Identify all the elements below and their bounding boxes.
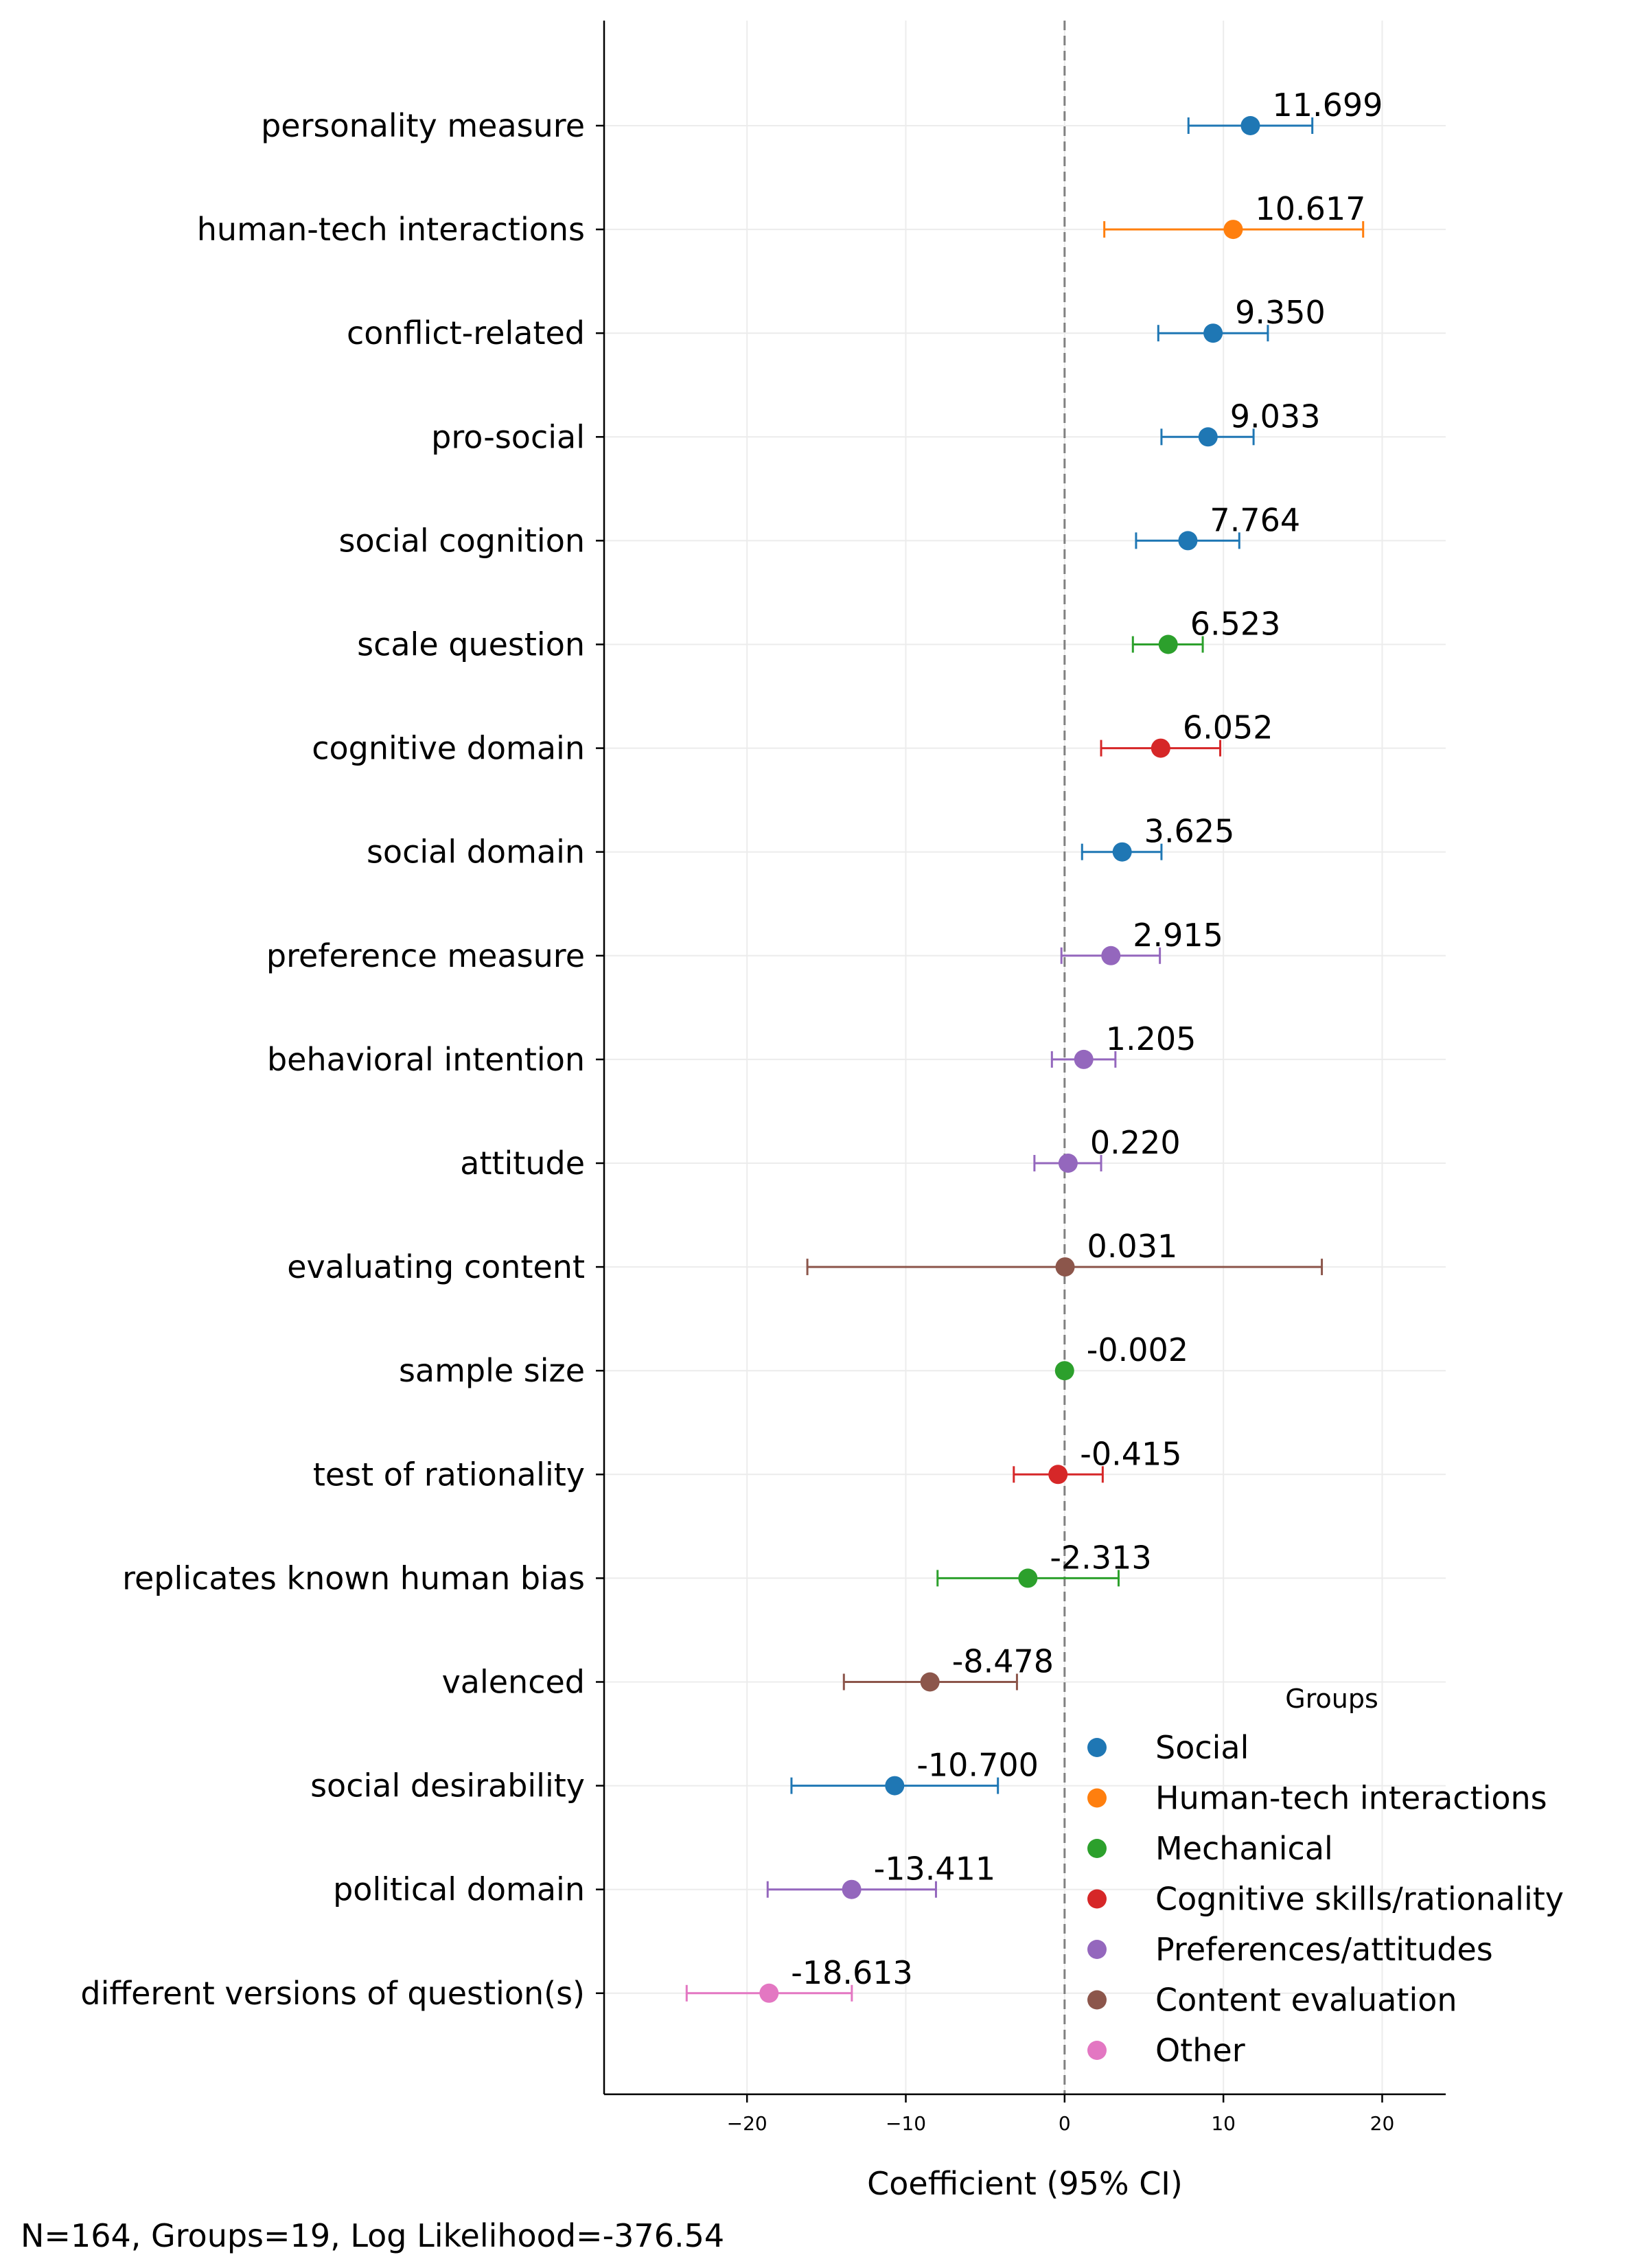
axes: −20 −10 0 10 20 personality measure human-tech… — [80, 21, 1446, 2135]
category-label: pro-social — [431, 418, 585, 455]
coefficient-point — [1223, 220, 1243, 240]
value-label: 6.052 — [1183, 709, 1273, 746]
legend-item-label: Cognitive skills/rationality — [1155, 1881, 1564, 1918]
value-label: 7.764 — [1210, 501, 1300, 538]
x-axis-title: Coefficient (95% CI) — [867, 2165, 1183, 2202]
value-label: -10.700 — [916, 1747, 1039, 1784]
coefficient-point — [1055, 1257, 1075, 1277]
value-label: -2.313 — [1050, 1539, 1151, 1576]
category-label: scale question — [357, 626, 585, 663]
category-label: valenced — [442, 1664, 585, 1701]
legend-marker — [1087, 1940, 1107, 1959]
value-label: -0.002 — [1087, 1331, 1188, 1368]
category-label: sample size — [399, 1352, 585, 1389]
coefficient-point — [1151, 738, 1170, 758]
x-tick-label: −20 — [727, 2112, 767, 2135]
data-marks: 11.699 10.617 9.350 9.033 7.764 6.523 6.052 3.6… — [685, 87, 1383, 2003]
coefficient-point — [1198, 427, 1218, 447]
coefficient-point — [1054, 1361, 1074, 1381]
value-label: 6.523 — [1190, 606, 1281, 643]
category-label: social desirability — [310, 1767, 585, 1805]
value-label: -8.478 — [952, 1643, 1054, 1680]
category-label: attitude — [460, 1145, 585, 1182]
legend-item-label: Content evaluation — [1155, 1982, 1457, 2019]
category-label: social cognition — [339, 522, 585, 559]
legend-marker — [1087, 1738, 1107, 1757]
x-tick-label: 0 — [1059, 2112, 1071, 2135]
category-label: cognitive domain — [312, 730, 585, 767]
coefficient-point — [1158, 634, 1178, 654]
coefficient-point — [885, 1776, 905, 1796]
value-label: -18.613 — [791, 1954, 913, 1991]
value-label: 0.031 — [1087, 1228, 1178, 1265]
coefficient-point — [842, 1879, 862, 1899]
category-label: political domain — [333, 1871, 585, 1908]
category-label: personality measure — [261, 107, 585, 144]
coefficient-point — [1203, 323, 1223, 343]
legend-marker — [1087, 1990, 1107, 2010]
category-label: evaluating content — [287, 1248, 585, 1285]
value-label: 3.625 — [1144, 813, 1235, 850]
value-label: 2.915 — [1133, 917, 1223, 954]
legend: Groups Social Human-tech interactions Mecha… — [1087, 1684, 1564, 2069]
legend-item-label: Mechanical — [1155, 1830, 1333, 1867]
x-tick-label: 10 — [1211, 2112, 1236, 2135]
value-label: -13.411 — [874, 1851, 996, 1888]
category-label: different versions of question(s) — [80, 1975, 585, 2012]
coefficient-point — [759, 1983, 779, 2003]
value-label: 9.350 — [1235, 294, 1326, 331]
legend-marker — [1087, 1788, 1107, 1808]
coefficient-point — [1074, 1049, 1094, 1069]
legend-marker — [1087, 2041, 1107, 2060]
category-label: social domain — [367, 834, 585, 871]
legend-item-label: Human-tech interactions — [1155, 1780, 1547, 1817]
coefficient-point — [1101, 946, 1121, 965]
value-label: 10.617 — [1255, 190, 1365, 227]
category-label: preference measure — [266, 937, 585, 974]
model-footnote: N=164, Groups=19, Log Likelihood=-376.54 — [21, 2217, 724, 2254]
coefficient-point — [1048, 1465, 1068, 1485]
category-label: test of rationality — [313, 1456, 585, 1493]
x-tick-label: 20 — [1370, 2112, 1395, 2135]
coefficient-point — [1018, 1568, 1038, 1588]
category-label: behavioral intention — [267, 1041, 585, 1078]
value-label: 9.033 — [1230, 398, 1321, 435]
legend-marker — [1087, 1889, 1107, 1909]
legend-marker — [1087, 1839, 1107, 1858]
grid-lines — [604, 21, 1446, 2094]
legend-item-label: Preferences/attitudes — [1155, 1931, 1493, 1968]
coefficient-point — [1240, 116, 1260, 135]
value-label: -0.415 — [1080, 1435, 1181, 1472]
value-label: 0.220 — [1090, 1124, 1181, 1161]
legend-title: Groups — [1285, 1684, 1378, 1714]
x-tick-label: −10 — [886, 2112, 926, 2135]
legend-item-label: Social — [1155, 1729, 1249, 1766]
coefficient-point — [1058, 1154, 1078, 1173]
value-label: 11.699 — [1272, 87, 1383, 124]
coefficient-point — [1112, 842, 1132, 862]
value-label: 1.205 — [1106, 1020, 1197, 1057]
category-label: human-tech interactions — [197, 211, 585, 248]
coefficient-point — [1178, 531, 1198, 551]
coefficient-point — [920, 1672, 940, 1692]
legend-item-label: Other — [1155, 2032, 1245, 2069]
category-label: conflict-related — [347, 314, 585, 352]
category-label: replicates known human bias — [122, 1559, 585, 1596]
